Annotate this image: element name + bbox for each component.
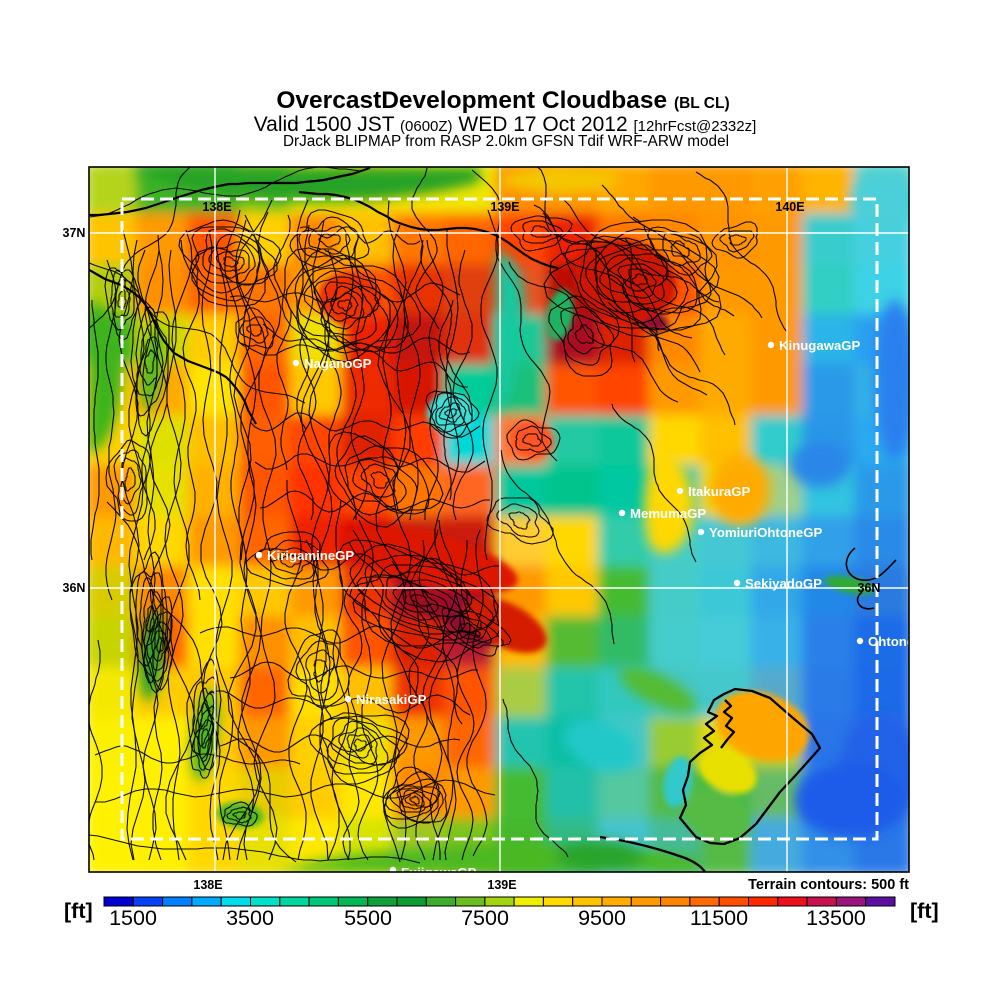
- svg-text:[ft]: [ft]: [64, 899, 93, 923]
- svg-text:YomiuriOhtoneGP: YomiuriOhtoneGP: [709, 525, 823, 540]
- svg-text:3500: 3500: [226, 906, 274, 930]
- svg-text:OvercastDevelopment Cloudbase: OvercastDevelopment Cloudbase (BL CL): [276, 87, 729, 114]
- svg-text:NaganoGP: NaganoGP: [304, 356, 372, 371]
- svg-text:36N: 36N: [858, 581, 881, 595]
- svg-text:MemumaGP: MemumaGP: [630, 506, 706, 521]
- svg-text:1500: 1500: [109, 906, 157, 930]
- svg-text:11500: 11500: [690, 906, 748, 930]
- svg-text:9500: 9500: [578, 906, 626, 930]
- svg-text:ItakuraGP: ItakuraGP: [688, 484, 751, 499]
- svg-text:36N: 36N: [63, 581, 86, 595]
- svg-text:OhtoneGP: OhtoneGP: [868, 634, 933, 649]
- svg-text:Terrain contours: 500 ft: Terrain contours: 500 ft: [748, 877, 909, 893]
- svg-text:139E: 139E: [487, 878, 516, 892]
- svg-text:5500: 5500: [344, 906, 392, 930]
- svg-text:SekiyadoGP: SekiyadoGP: [745, 576, 822, 591]
- svg-text:13500: 13500: [806, 906, 866, 930]
- svg-text:138E: 138E: [193, 878, 222, 892]
- svg-text:DrJack BLIPMAP from RASP 2.0km: DrJack BLIPMAP from RASP 2.0km GFSN Tdif…: [283, 133, 729, 150]
- svg-text:139E: 139E: [490, 200, 519, 214]
- svg-text:7500: 7500: [461, 906, 509, 930]
- svg-text:KinugawaGP: KinugawaGP: [779, 338, 861, 353]
- svg-text:KirigamineGP: KirigamineGP: [267, 548, 354, 563]
- svg-text:Valid 1500 JST (0600Z) WED 17: Valid 1500 JST (0600Z) WED 17 Oct 2012 […: [254, 113, 757, 136]
- svg-text:140E: 140E: [775, 200, 804, 214]
- svg-text:[ft]: [ft]: [910, 899, 939, 923]
- svg-text:138E: 138E: [202, 200, 231, 214]
- svg-text:37N: 37N: [63, 226, 86, 240]
- svg-text:NirasakiGP: NirasakiGP: [356, 692, 427, 707]
- svg-text:FujigawaGP: FujigawaGP: [401, 865, 477, 880]
